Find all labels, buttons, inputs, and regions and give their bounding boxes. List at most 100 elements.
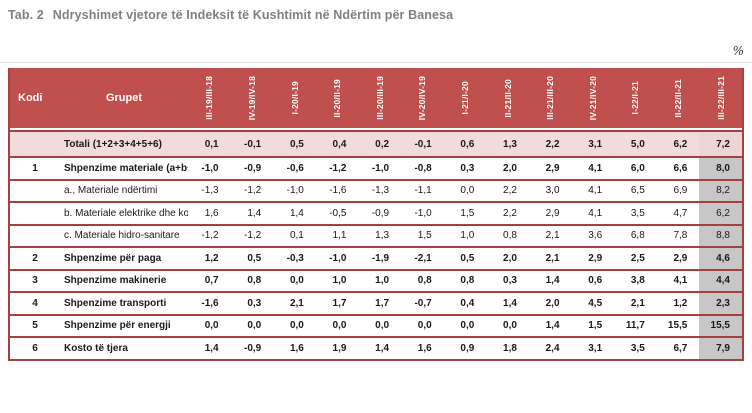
- value-cell: -0,8: [414, 162, 432, 174]
- value-cell: -0,7: [414, 297, 432, 309]
- column-header-kodi: Kodi: [18, 92, 43, 104]
- table-row: c. Materiale hidro-sanitare -1,2 -1,2 0,1 1,…: [10, 223, 742, 247]
- table-row: 1 Shpenzime materiale (a+b+c) -1,0 -0,9 -0,6…: [10, 156, 742, 179]
- value-cell: 2,2: [545, 138, 560, 150]
- value-cell: -1,0: [201, 162, 219, 174]
- period-header-1: IV-19/IV-18: [231, 68, 274, 128]
- value-cell: 6,9: [673, 185, 688, 197]
- value-cell: 8,2: [699, 180, 742, 201]
- value-cell: 1,3: [503, 138, 517, 150]
- value-cell: -1,0: [286, 185, 304, 197]
- grupet-cell: b. Materiale elektrike dhe komunikimi: [64, 207, 188, 219]
- value-cell: -1,3: [201, 185, 219, 197]
- value-cell: 7,8: [673, 230, 688, 242]
- kodi-cell: [10, 226, 60, 247]
- value-cell: 0,2: [375, 138, 390, 150]
- value-cell: 2,9: [545, 162, 560, 174]
- value-cell: 2,2: [503, 185, 517, 197]
- value-cell: 0,0: [460, 185, 475, 197]
- value-cell: 0,3: [460, 162, 475, 174]
- value-cell: 1,4: [545, 320, 560, 332]
- value-cell: 1,7: [375, 297, 390, 309]
- period-header-10: I-22/I-21: [614, 68, 657, 128]
- value-cell: 1,5: [460, 207, 475, 219]
- value-cell: 2,1: [630, 297, 645, 309]
- value-cell: -1,6: [329, 185, 347, 197]
- value-cell: 5,0: [630, 138, 645, 150]
- value-cell: 1,4: [503, 297, 517, 309]
- kodi-cell: 1: [32, 162, 38, 174]
- period-header-label: III-20/III-19: [374, 76, 385, 120]
- value-cell: -1,0: [329, 252, 347, 264]
- value-cell: 0,8: [247, 275, 262, 287]
- table-body: Totali (1+2+3+4+5+6) 0,1 -0,1 0,5 0,4 0,2 -0,1…: [10, 130, 742, 359]
- table-title: Tab. 2 Ndryshimet vjetore të Indeksit të …: [8, 8, 453, 22]
- table-row: Totali (1+2+3+4+5+6) 0,1 -0,1 0,5 0,4 0,2 -0,1…: [10, 130, 742, 156]
- value-cell: 1,6: [204, 207, 219, 219]
- value-cell: 0,0: [332, 320, 347, 332]
- value-cell: 3,5: [630, 207, 645, 219]
- value-cell: 2,9: [588, 252, 603, 264]
- value-cell: 1,6: [417, 342, 432, 354]
- value-cell: -1,0: [371, 162, 390, 174]
- value-cell: 0,4: [332, 138, 347, 150]
- value-cell: 15,5: [667, 320, 688, 332]
- value-cell: -1,3: [371, 185, 390, 197]
- value-cell: 1,2: [204, 252, 219, 264]
- value-cell: 0,8: [417, 275, 432, 287]
- period-header-label: IV-19/IV-18: [246, 75, 257, 121]
- value-cell: -0,1: [414, 138, 432, 150]
- period-header-7: II-21/II-20: [486, 68, 529, 128]
- kodi-cell: 2: [32, 252, 38, 264]
- period-header-6: I-21/I-20: [444, 68, 487, 128]
- table-header-row: Kodi Grupet III-19/III-18 IV-19/IV-18 I-20…: [10, 68, 742, 130]
- value-cell: -1,9: [371, 252, 390, 264]
- value-cell: 1,7: [332, 297, 347, 309]
- value-cell: 3,0: [545, 185, 560, 197]
- value-cell: 4,7: [673, 207, 688, 219]
- value-cell: -1,2: [329, 162, 347, 174]
- kodi-cell: [10, 132, 60, 156]
- value-cell: 6,2: [699, 203, 742, 224]
- period-header-label: II-21/II-20: [502, 78, 513, 118]
- period-header-5: IV-20/IV-19: [401, 68, 444, 128]
- value-cell: 6,2: [673, 138, 688, 150]
- value-cell: -0,9: [243, 162, 262, 174]
- grupet-cell: c. Materiale hidro-sanitare: [64, 230, 180, 242]
- value-cell: 0,0: [503, 320, 517, 332]
- table-row: 6 Kosto të tjera 1,4 -0,9 1,6 1,9 1,4 1,6 0,9 1,8…: [10, 336, 742, 359]
- value-cell: -0,9: [243, 342, 262, 354]
- value-cell: 4,1: [673, 275, 688, 287]
- value-cell: 2,3: [699, 293, 742, 314]
- value-cell: 6,8: [630, 230, 645, 242]
- value-cell: -0,1: [243, 138, 262, 150]
- grupet-cell: a., Materiale ndërtimi: [64, 185, 158, 197]
- period-header-label: III-22/III-21: [715, 76, 726, 120]
- value-cell: 8,8: [699, 225, 742, 246]
- value-cell: 1,0: [375, 275, 390, 287]
- period-header-8: III-21/III-20: [529, 68, 572, 128]
- value-cell: 1,9: [332, 342, 347, 354]
- value-cell: 3,6: [588, 230, 603, 242]
- kodi-cell: [10, 203, 60, 224]
- value-cell: 1,3: [375, 230, 390, 242]
- table-row: b. Materiale elektrike dhe komunikimi 1,6…: [10, 201, 742, 224]
- table-row: a., Materiale ndërtimi -1,3 -1,2 -1,0 -1,6 -1…: [10, 178, 742, 202]
- value-cell: 6,6: [673, 162, 688, 174]
- value-cell: 15,5: [699, 315, 742, 336]
- value-cell: 1,1: [332, 230, 347, 242]
- value-cell: 6,0: [630, 162, 645, 174]
- value-cell: 7,2: [699, 132, 742, 156]
- kodi-cell: 3: [32, 275, 38, 287]
- value-cell: 6,5: [630, 185, 645, 197]
- value-cell: 2,5: [630, 252, 645, 264]
- period-header-label: II-22/II-21: [673, 78, 684, 118]
- value-cell: 0,0: [289, 320, 304, 332]
- value-cell: 0,7: [204, 275, 219, 287]
- kodi-cell: [10, 181, 60, 202]
- value-cell: -1,6: [201, 297, 219, 309]
- kodi-cell: 5: [32, 320, 38, 332]
- period-header-4: III-20/III-19: [358, 68, 401, 128]
- unit-label: %: [732, 44, 744, 58]
- grupet-cell: Shpenzime makinerie: [64, 275, 167, 287]
